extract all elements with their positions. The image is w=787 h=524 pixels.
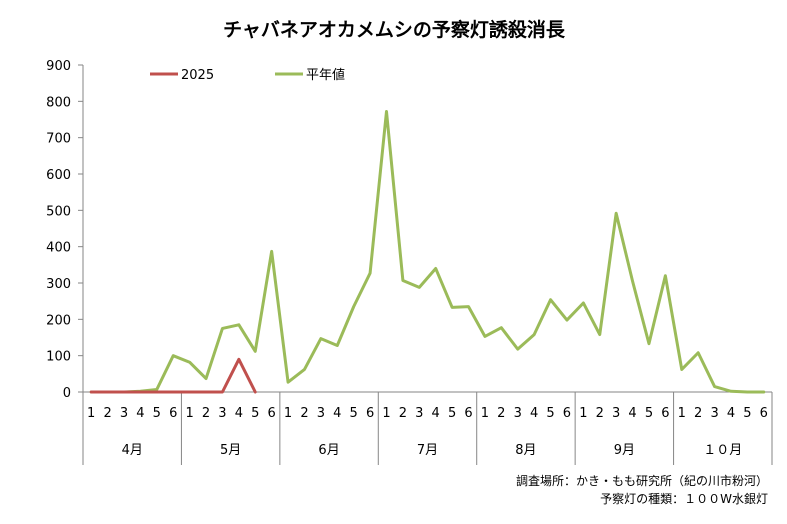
legend-label: 2025 [181, 68, 214, 83]
x-tick-label: 3 [218, 406, 226, 421]
x-tick-label: 4 [727, 406, 735, 421]
x-tick-label: 3 [514, 406, 522, 421]
annotation-trap-type: 予察灯の種類：１００W水銀灯 [600, 492, 768, 506]
series-layer [89, 110, 766, 394]
annotation-location: 調査場所：かき・もも研究所（紀の川市粉河） [516, 473, 768, 488]
x-tick-label: 1 [185, 406, 193, 421]
x-tick-label: 4 [235, 406, 243, 421]
x-tick-label: 5 [743, 406, 751, 421]
x-tick-label: 3 [710, 406, 718, 421]
month-label: 9月 [614, 443, 635, 458]
x-tick-label: 4 [136, 406, 144, 421]
month-label: 6月 [318, 443, 339, 458]
y-tick-label: 400 [46, 241, 71, 256]
y-tick-label: 800 [46, 95, 71, 110]
x-tick-label: 2 [202, 406, 210, 421]
month-label: １０月 [703, 443, 742, 458]
x-tick-label: 5 [251, 406, 259, 421]
month-label: 8月 [515, 443, 536, 458]
series-line-1 [89, 110, 766, 394]
x-tick-label: 5 [350, 406, 358, 421]
y-tick-label: 700 [46, 132, 71, 147]
x-tick-label: 2 [497, 406, 505, 421]
x-tick-label: 2 [103, 406, 111, 421]
x-tick-label: 2 [300, 406, 308, 421]
x-tick-label: 6 [268, 406, 276, 421]
y-tick-label: 500 [46, 204, 71, 219]
x-tick-label: 6 [563, 406, 571, 421]
x-tick-label: 6 [661, 406, 669, 421]
series-line-0 [89, 357, 257, 394]
x-tick-label: 5 [448, 406, 456, 421]
legend: 2025 平年値 [150, 67, 345, 83]
x-tick-label: 1 [678, 406, 686, 421]
x-tick-label: 1 [579, 406, 587, 421]
x-tick-label: 6 [760, 406, 768, 421]
y-tick-label: 200 [46, 313, 71, 328]
month-label: 7月 [417, 443, 438, 458]
x-tick-label: 6 [464, 406, 472, 421]
x-tick-label: 3 [317, 406, 325, 421]
y-tick-label: 100 [46, 350, 71, 365]
x-tick-label: 2 [596, 406, 604, 421]
legend-label: 平年値 [306, 67, 345, 83]
x-tick-label: 1 [284, 406, 292, 421]
x-tick-label: 2 [694, 406, 702, 421]
x-tick-label: 1 [481, 406, 489, 421]
x-tick-label: 2 [399, 406, 407, 421]
x-tick-label: 4 [628, 406, 636, 421]
x-tick-label: 3 [120, 406, 128, 421]
x-tick-label: 4 [333, 406, 341, 421]
y-tick-label: 600 [46, 168, 71, 183]
x-tick-label: 6 [169, 406, 177, 421]
x-tick-label: 1 [87, 406, 95, 421]
x-tick-label: 5 [645, 406, 653, 421]
x-tick-label: 6 [366, 406, 374, 421]
x-tick-label: 4 [530, 406, 538, 421]
chart-title: チャバネアオカメムシの予察灯誘殺消長 [223, 18, 566, 41]
x-tick-label: 1 [382, 406, 390, 421]
y-tick-label: 300 [46, 277, 71, 292]
y-tick-label: 0 [63, 386, 71, 401]
month-label: 5月 [220, 443, 241, 458]
x-tick-label: 4 [432, 406, 440, 421]
x-tick-label: 5 [546, 406, 554, 421]
y-tick-label: 900 [46, 59, 71, 74]
x-tick-label: 3 [415, 406, 423, 421]
month-label: 4月 [122, 443, 143, 458]
x-tick-label: 3 [612, 406, 620, 421]
x-tick-label: 5 [153, 406, 161, 421]
